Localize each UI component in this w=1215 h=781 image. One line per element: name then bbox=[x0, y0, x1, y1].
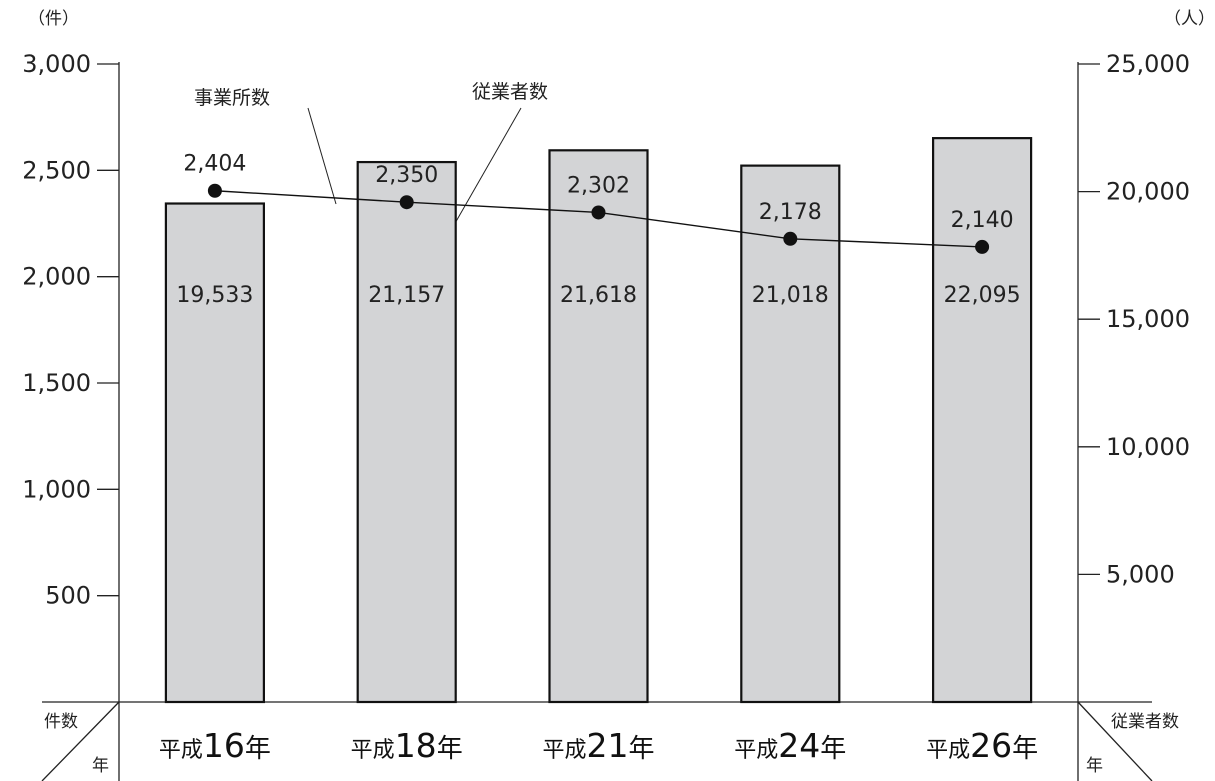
bar bbox=[740, 164, 841, 704]
right-corner-diagonal bbox=[1077, 701, 1153, 781]
bar bbox=[164, 202, 265, 704]
right-tick-label: 15,000 bbox=[1106, 305, 1190, 333]
category-year: 16 bbox=[203, 726, 245, 765]
right-tick-label: 5,000 bbox=[1106, 560, 1175, 588]
category-year: 24 bbox=[778, 726, 820, 765]
category-suffix: 年 bbox=[629, 734, 655, 764]
line-point bbox=[783, 231, 798, 246]
category-label: 平成26年 bbox=[926, 726, 1038, 765]
line-series: 2,404 2,350 2,302 2,178 2,140 bbox=[183, 152, 1014, 254]
bar bbox=[548, 149, 649, 704]
bar-series-label: 従業者数 bbox=[472, 81, 548, 103]
right-tick-label: 10,000 bbox=[1106, 433, 1190, 461]
category-era: 平成 bbox=[159, 738, 203, 763]
left-corner-diagonal bbox=[41, 701, 120, 781]
line-value-label: 2,302 bbox=[567, 173, 630, 198]
category-year: 18 bbox=[395, 726, 437, 765]
category-label: 平成21年 bbox=[542, 726, 654, 765]
right-corner-top-label: 従業者数 bbox=[1111, 712, 1179, 732]
left-axis-ticks: 500 1,000 1,500 2,000 2,500 3,000 bbox=[22, 50, 119, 610]
bar bbox=[931, 137, 1033, 704]
category-label: 平成24年 bbox=[734, 726, 846, 765]
line-value-label: 2,404 bbox=[183, 152, 246, 177]
bar-value-label: 19,533 bbox=[176, 283, 253, 308]
line-value-label: 2,178 bbox=[759, 200, 822, 225]
line-value-label: 2,350 bbox=[375, 163, 438, 188]
category-label: 平成18年 bbox=[351, 726, 463, 765]
category-year: 26 bbox=[970, 726, 1012, 765]
bar-value-label: 22,095 bbox=[944, 283, 1021, 308]
category-suffix: 年 bbox=[245, 734, 271, 764]
category-year: 21 bbox=[587, 726, 629, 765]
category-era: 平成 bbox=[542, 738, 586, 763]
left-corner-bottom-label: 年 bbox=[92, 756, 109, 776]
category-labels: 平成16年 平成18年 平成21年 平成24年 平成26年 bbox=[159, 726, 1038, 765]
left-tick-label: 1,000 bbox=[22, 475, 91, 503]
bar-value-label: 21,018 bbox=[752, 283, 829, 308]
line-point bbox=[399, 195, 414, 210]
line-series-label: 事業所数 bbox=[194, 87, 270, 109]
left-tick-label: 3,000 bbox=[22, 50, 91, 78]
category-label: 平成16年 bbox=[159, 726, 271, 765]
left-tick-label: 500 bbox=[45, 582, 91, 610]
bar-series-leader bbox=[449, 107, 522, 233]
category-suffix: 年 bbox=[1012, 734, 1038, 764]
line-point bbox=[207, 183, 222, 198]
line-series-leader bbox=[307, 107, 337, 205]
left-axis-unit: （件） bbox=[28, 9, 79, 29]
right-axis-ticks: 5,000 10,000 15,000 20,000 25,000 bbox=[1078, 50, 1190, 588]
right-tick-label: 20,000 bbox=[1106, 178, 1190, 206]
left-tick-label: 2,500 bbox=[22, 156, 91, 184]
category-era: 平成 bbox=[926, 738, 970, 763]
bar-value-label: 21,618 bbox=[560, 283, 637, 308]
line-value-label: 2,140 bbox=[951, 208, 1014, 233]
bar-value-label: 21,157 bbox=[368, 283, 445, 308]
bar bbox=[356, 160, 457, 704]
category-era: 平成 bbox=[351, 738, 395, 763]
line-point bbox=[975, 239, 990, 254]
bar-series: 19,533 21,157 21,618 21,018 22,095 bbox=[164, 137, 1033, 704]
right-tick-label: 25,000 bbox=[1106, 50, 1190, 78]
line-point bbox=[591, 205, 606, 220]
right-axis-unit: （人） bbox=[1164, 9, 1215, 29]
left-tick-label: 2,000 bbox=[22, 263, 91, 291]
category-suffix: 年 bbox=[437, 734, 463, 764]
category-suffix: 年 bbox=[820, 734, 846, 764]
category-era: 平成 bbox=[734, 738, 778, 763]
left-tick-label: 1,500 bbox=[22, 369, 91, 397]
left-corner-top-label: 件数 bbox=[44, 712, 78, 732]
right-corner-bottom-label: 年 bbox=[1086, 756, 1103, 776]
